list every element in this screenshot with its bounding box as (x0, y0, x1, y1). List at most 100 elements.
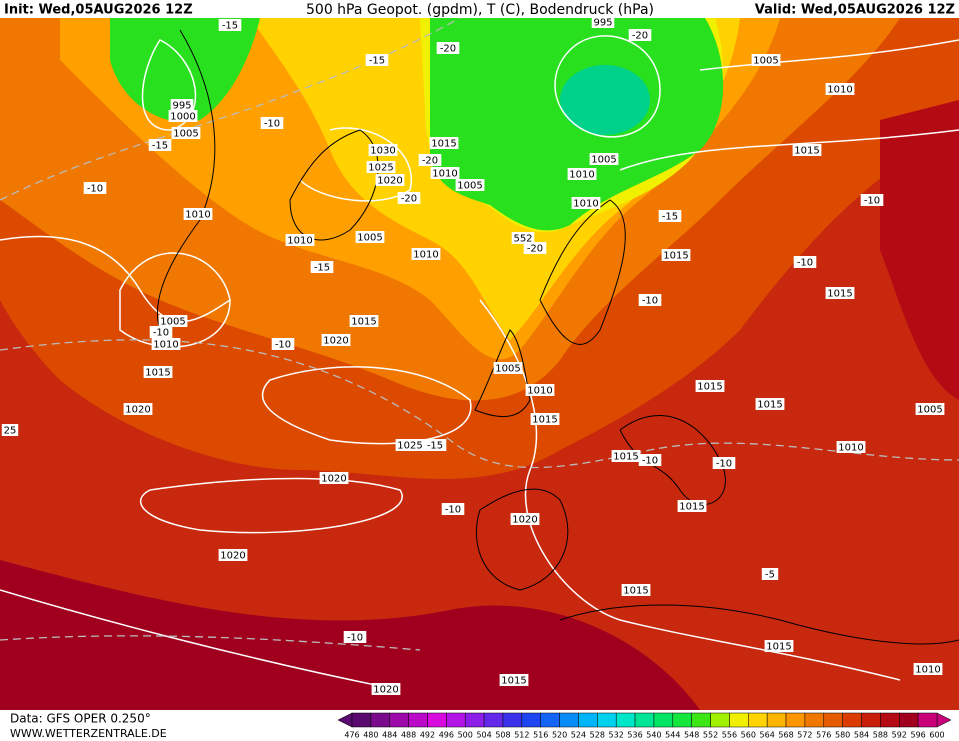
contour-label: 1010 (569, 170, 594, 181)
label-box (436, 42, 460, 54)
contour-label: 1015 (663, 251, 688, 262)
contour-label: 995 (172, 101, 191, 112)
init-time: Init: Wed,05AUG2026 12Z (4, 3, 193, 18)
contour-label: -15 (427, 441, 443, 452)
contour-label: -20 (527, 244, 543, 255)
contour-label: 1005 (357, 233, 382, 244)
label-box (571, 197, 601, 209)
label-box (825, 287, 855, 299)
colorbar-label: 496 (439, 731, 454, 740)
label-box (441, 503, 465, 515)
label-box (83, 182, 107, 194)
label-box (418, 154, 442, 166)
label-box (158, 315, 188, 327)
contour-label: 1010 (573, 199, 598, 210)
contour-label: 995 (593, 18, 612, 29)
label-box (170, 99, 194, 111)
colorbar-swatch (917, 712, 938, 728)
colorbar-label: 544 (665, 731, 680, 740)
label-box (913, 663, 943, 675)
colorbar-swatch (766, 712, 787, 728)
label-box (499, 674, 529, 686)
contour-label: 1025 (368, 163, 393, 174)
label-box (343, 631, 367, 643)
label-box (366, 161, 396, 173)
label-box (589, 153, 619, 165)
contour-label: 1005 (917, 405, 942, 416)
contour-label: -15 (662, 212, 678, 223)
colorbar-label: 524 (571, 731, 586, 740)
label-box (712, 457, 736, 469)
colorbar-label: 568 (778, 731, 793, 740)
colorbar-label: 500 (458, 731, 473, 740)
colorbar-label: 488 (401, 731, 416, 740)
contour-label: 1010 (827, 85, 852, 96)
label-box (915, 403, 945, 415)
contour-label: -10 (264, 119, 280, 130)
colorbar-label: 480 (363, 731, 378, 740)
colorbar-label: 536 (627, 731, 642, 740)
colorbar-label: 528 (590, 731, 605, 740)
colorbar-swatch (540, 712, 560, 728)
contour-label: -10 (445, 505, 461, 516)
label-box (511, 232, 535, 244)
label-box (751, 54, 781, 66)
label-box (271, 338, 295, 350)
contour-label: -10 (153, 328, 169, 339)
colorbar-swatch (634, 712, 655, 728)
contour-label: 1020 (220, 551, 245, 562)
colorbar-swatch (748, 712, 768, 728)
label-box (761, 568, 779, 580)
contour-label: 1010 (838, 443, 863, 454)
label-box (368, 144, 398, 156)
label-box (260, 117, 284, 129)
colorbar-swatch (823, 712, 843, 728)
contour-label: -10 (716, 459, 732, 470)
colorbar-swatch (804, 712, 825, 728)
contour-label: -15 (222, 21, 238, 32)
contour-label: 1005 (495, 364, 520, 375)
colorbar-label: 512 (514, 731, 529, 740)
label-box (395, 439, 425, 451)
label-box (764, 640, 794, 652)
colorbar-label: 592 (892, 731, 907, 740)
label-box (836, 441, 866, 453)
label-box (218, 549, 248, 561)
label-box (171, 127, 201, 139)
label-box (168, 110, 198, 122)
contour-label: 1015 (679, 502, 704, 513)
contour-label: -10 (87, 184, 103, 195)
valid-time: Valid: Wed,05AUG2026 12Z (755, 3, 955, 18)
contour-label: -10 (347, 633, 363, 644)
label-box (621, 584, 651, 596)
contour-label: -10 (275, 340, 291, 351)
map-background (0, 17, 959, 710)
contour-label: 1015 (623, 586, 648, 597)
contour-label: 1020 (373, 685, 398, 696)
label-box (375, 174, 405, 186)
contour-label: -5 (765, 570, 775, 581)
label-box (285, 234, 315, 246)
colorbar-swatch (521, 712, 541, 728)
contour-label: 1010 (413, 250, 438, 261)
contour-label: 1015 (613, 452, 638, 463)
label-box (755, 398, 785, 410)
contour-label: 1010 (153, 340, 178, 351)
contour-label: 1005 (457, 181, 482, 192)
colorbar-swatch (615, 712, 636, 728)
label-box (1, 424, 19, 436)
colorbar-label: 560 (741, 731, 756, 740)
contour-label: -10 (642, 456, 658, 467)
contour-label: -20 (440, 44, 456, 55)
label-box (365, 54, 389, 66)
colorbar-label: 556 (722, 731, 737, 740)
contour-label: -15 (369, 56, 385, 67)
contour-label: 1015 (794, 146, 819, 157)
colorbar-swatch (861, 712, 881, 728)
colorbar-label: 580 (835, 731, 850, 740)
label-box (123, 403, 153, 415)
label-box (638, 454, 662, 466)
colorbar-swatch (710, 712, 730, 728)
colorbar-label: 532 (609, 731, 624, 740)
label-box (319, 472, 349, 484)
